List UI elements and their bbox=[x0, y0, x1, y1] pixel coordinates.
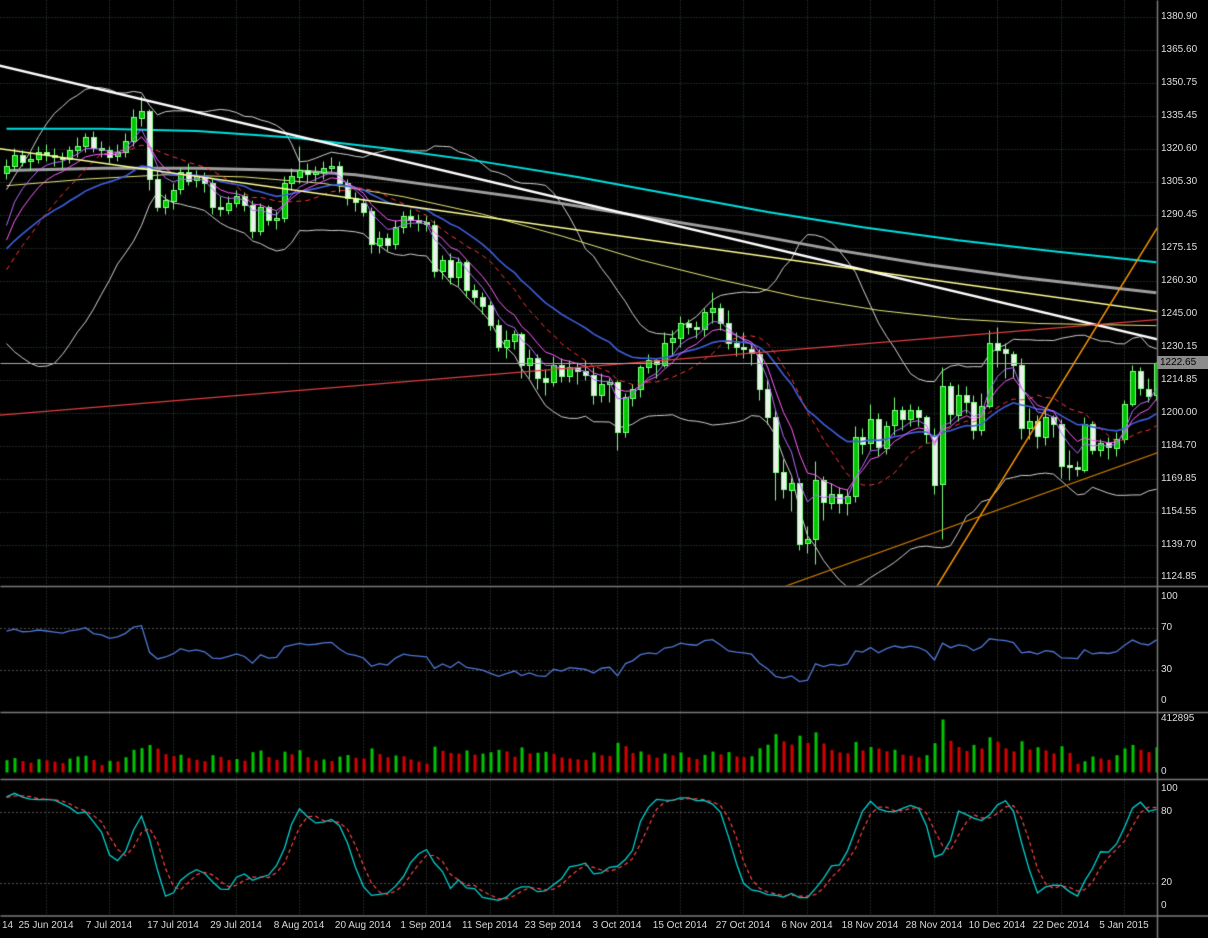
stoch-scale-label: 20 bbox=[1161, 876, 1173, 888]
rsi-scale-label: 70 bbox=[1161, 622, 1173, 634]
time-axis-label: 1 Sep 2014 bbox=[400, 920, 452, 931]
time-axis-label: 22 Dec 2014 bbox=[1032, 920, 1090, 931]
current-price-value: 1222.65 bbox=[1160, 357, 1197, 368]
time-axis-label: 25 Jun 2014 bbox=[18, 920, 74, 931]
rsi-scale-label: 100 bbox=[1161, 591, 1178, 602]
time-axis-label: 18 Nov 2014 bbox=[841, 920, 899, 931]
time-axis-label: 20 Aug 2014 bbox=[334, 920, 392, 931]
price-axis-label: 1290.45 bbox=[1161, 208, 1198, 220]
price-axis-label: 1260.30 bbox=[1161, 274, 1198, 286]
price-axis-label: 1245.00 bbox=[1161, 308, 1198, 320]
time-axis-label: 7 Jul 2014 bbox=[85, 920, 133, 931]
time-axis-label: 11 Sep 2014 bbox=[462, 920, 518, 931]
time-axis-label: 29 Jul 2014 bbox=[210, 920, 262, 931]
price-axis-label: 1200.00 bbox=[1161, 406, 1198, 418]
price-axis-label: 1305.30 bbox=[1161, 176, 1198, 188]
price-axis-label: 1214.85 bbox=[1161, 374, 1198, 386]
time-axis[interactable]: 14 25 Jun 2014 7 Jul 2014 17 Jul 2014 29 Jul… bbox=[0, 916, 1208, 938]
stoch-scale-label: 80 bbox=[1161, 806, 1173, 818]
price-axis-label: 1184.70 bbox=[1161, 440, 1197, 452]
stoch-scale-label: 100 bbox=[1161, 783, 1178, 794]
time-axis-label: 27 Oct 2014 bbox=[715, 920, 771, 931]
price-axis-label: 1335.45 bbox=[1161, 110, 1198, 122]
time-axis-label: 8 Aug 2014 bbox=[273, 920, 325, 931]
price-axis[interactable]: 1380.90 1365.60 1350.75 1335.45 1320.60 1305.… bbox=[1157, 0, 1208, 916]
price-axis-label: 1124.85 bbox=[1161, 571, 1197, 582]
price-axis-label: 1154.55 bbox=[1161, 506, 1197, 518]
price-axis-label: 1139.70 bbox=[1161, 538, 1197, 550]
current-price-tag: 1222.65 bbox=[1157, 356, 1208, 369]
rsi-scale-label: 30 bbox=[1161, 663, 1173, 675]
time-axis-label: 23 Sep 2014 bbox=[524, 920, 582, 931]
volume-scale-label: 0 bbox=[1161, 766, 1167, 777]
stoch-scale-label: 0 bbox=[1161, 900, 1167, 911]
time-axis-label: 10 Dec 2014 bbox=[968, 920, 1026, 931]
price-axis-label: 1350.75 bbox=[1161, 76, 1198, 88]
time-axis-label: 28 Nov 2014 bbox=[905, 920, 963, 931]
rsi-scale-label: 0 bbox=[1161, 695, 1167, 706]
time-axis-label: 17 Jul 2014 bbox=[147, 920, 199, 931]
price-axis-label: 1380.90 bbox=[1161, 11, 1198, 22]
price-axis-label: 1275.15 bbox=[1161, 242, 1198, 254]
time-axis-label: 5 Jan 2015 bbox=[1099, 920, 1149, 931]
price-axis-label: 1365.60 bbox=[1161, 44, 1198, 56]
price-axis-label: 1169.85 bbox=[1161, 472, 1197, 484]
time-axis-label: 14 bbox=[2, 920, 14, 931]
price-axis-label: 1230.15 bbox=[1161, 340, 1198, 352]
time-axis-label: 3 Oct 2014 bbox=[592, 920, 642, 931]
price-axis-label: 1320.60 bbox=[1161, 142, 1198, 154]
time-axis-label: 6 Nov 2014 bbox=[781, 920, 833, 931]
time-axis-label: 15 Oct 2014 bbox=[652, 920, 708, 931]
volume-scale-label: 412895 bbox=[1161, 713, 1195, 724]
